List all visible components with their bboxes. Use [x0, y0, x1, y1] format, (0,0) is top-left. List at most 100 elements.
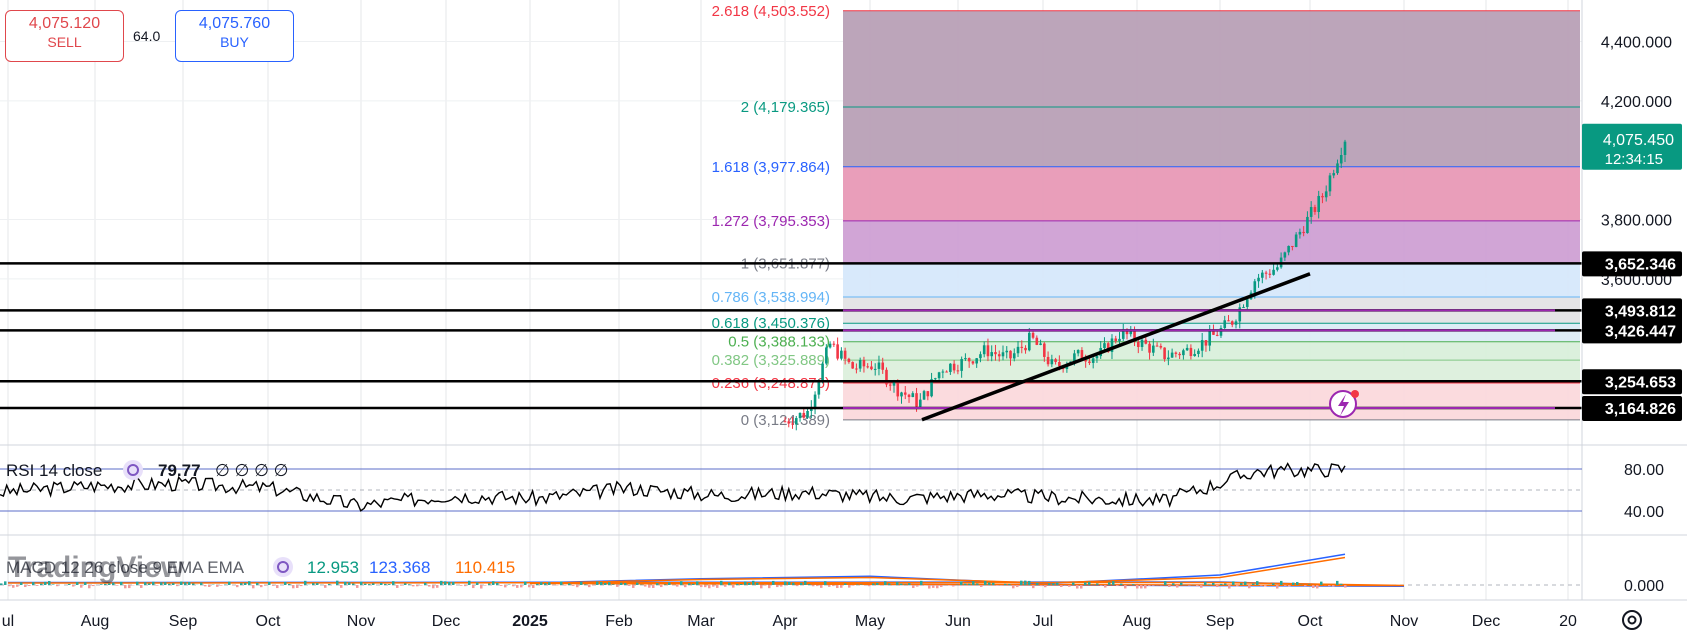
macd-histogram-bar	[632, 585, 635, 588]
macd-histogram-bar	[76, 582, 79, 585]
fib-zone	[843, 220, 1580, 264]
candle-body	[1043, 343, 1046, 357]
macd-histogram-bar	[1264, 585, 1267, 587]
macd-histogram-bar	[568, 583, 571, 585]
macd-histogram-bar	[1148, 585, 1151, 586]
candle-body	[1046, 356, 1050, 365]
macd-histogram-bar	[336, 580, 339, 585]
macd-histogram-bar	[1044, 585, 1047, 588]
macd-histogram-bar	[444, 581, 447, 585]
macd-histogram-bar	[1036, 582, 1039, 585]
macd-histogram-bar	[428, 585, 431, 587]
candle-body	[997, 354, 1001, 357]
fib-zone	[843, 10, 1580, 107]
macd-histogram-bar	[1108, 582, 1111, 585]
sell-button[interactable]: 4,075.120 SELL	[5, 10, 124, 62]
refresh-icon[interactable]	[273, 557, 293, 577]
macd-histogram-bar	[92, 585, 95, 587]
candle-body	[847, 358, 851, 363]
hline-label: 3,652.346	[1605, 256, 1676, 273]
last-price-badge	[1582, 123, 1682, 170]
macd-histogram-bar	[1132, 584, 1135, 585]
macd-histogram-bar	[816, 585, 819, 587]
macd-histogram-bar	[476, 582, 479, 585]
spread-value: 64.0	[133, 28, 161, 44]
buy-label: BUY	[220, 34, 249, 50]
candle-body	[1321, 195, 1324, 198]
candle-body	[1294, 234, 1298, 248]
hline-label: 3,254.653	[1605, 374, 1676, 391]
macd-histogram-bar	[1232, 581, 1235, 585]
macd-histogram-bar	[1340, 583, 1343, 585]
macd-histogram-bar	[156, 585, 159, 586]
candle-body	[1332, 173, 1336, 176]
macd-histogram-bar	[328, 583, 331, 585]
macd-histogram-bar	[1120, 583, 1123, 585]
macd-histogram-bar	[52, 584, 55, 585]
macd-histogram-bar	[1220, 583, 1223, 585]
fib-zone	[843, 360, 1580, 384]
macd-histogram-bar	[528, 585, 531, 588]
candle-body	[1144, 339, 1148, 344]
macd-histogram-bar	[696, 581, 699, 585]
fib-label: 0.5 (3,388.133)	[728, 334, 830, 351]
macd-histogram-bar	[1024, 580, 1027, 585]
macd-histogram-bar	[144, 582, 147, 585]
candle-body	[915, 393, 918, 407]
macd-histogram-bar	[316, 583, 319, 585]
candle-body	[1328, 175, 1332, 192]
candle-body	[1163, 347, 1166, 360]
buy-button[interactable]: 4,075.760 BUY	[175, 10, 294, 62]
macd-histogram-bar	[124, 585, 127, 589]
settings-icon[interactable]	[1622, 610, 1642, 630]
macd-title: MACD 12 26 close 9 EMA EMA	[6, 558, 245, 577]
macd-histogram-bar	[1320, 581, 1323, 585]
macd-histogram-bar	[960, 581, 963, 585]
refresh-glyph	[277, 561, 289, 573]
candle-body	[964, 358, 967, 360]
macd-histogram-bar	[256, 582, 259, 585]
candle-body	[1291, 245, 1294, 248]
candle-body	[813, 394, 817, 408]
macd-histogram-bar	[112, 582, 115, 585]
macd-histogram-bar	[148, 583, 151, 585]
candle-body	[1174, 352, 1178, 354]
macd-histogram-bar	[108, 583, 111, 585]
candle-body	[1016, 346, 1020, 354]
macd-histogram-bar	[292, 585, 295, 589]
candle-body	[1257, 277, 1260, 282]
macd-histogram-bar	[1336, 580, 1339, 585]
macd-histogram-bar	[788, 581, 791, 585]
macd-histogram-bar	[716, 585, 719, 588]
rsi-tick-label: 40.00	[1624, 504, 1664, 521]
candle-body	[1185, 347, 1189, 351]
macd-histogram-bar	[104, 583, 107, 585]
candle-body	[922, 391, 926, 400]
macd-histogram-bar	[600, 581, 603, 585]
macd-histogram-bar	[704, 585, 707, 588]
macd-histogram-bar	[1252, 583, 1255, 585]
candle-body	[1024, 347, 1027, 351]
macd-histogram-bar	[836, 585, 839, 589]
macd-histogram-bar	[44, 581, 47, 585]
macd-histogram-bar	[968, 583, 971, 585]
macd-histogram-bar	[796, 585, 799, 587]
refresh-icon[interactable]	[123, 460, 143, 480]
macd-histogram-bar	[1196, 585, 1199, 587]
candle-body	[840, 350, 843, 359]
macd-histogram-bar	[1004, 583, 1007, 585]
candle-body	[821, 363, 824, 383]
candle-body	[930, 379, 933, 397]
macd-tick-label: 0.000	[1624, 578, 1664, 595]
candle-body	[885, 369, 888, 385]
macd-histogram-bar	[580, 581, 583, 585]
candle-body	[851, 362, 854, 369]
macd-histogram-bar	[936, 585, 939, 589]
candle-body	[949, 363, 952, 372]
candle-body	[1306, 216, 1309, 234]
candle-body	[956, 370, 960, 372]
macd-histogram-bar	[1052, 583, 1055, 585]
candle-body	[1276, 267, 1279, 270]
macd-value: 12.953	[307, 558, 359, 577]
